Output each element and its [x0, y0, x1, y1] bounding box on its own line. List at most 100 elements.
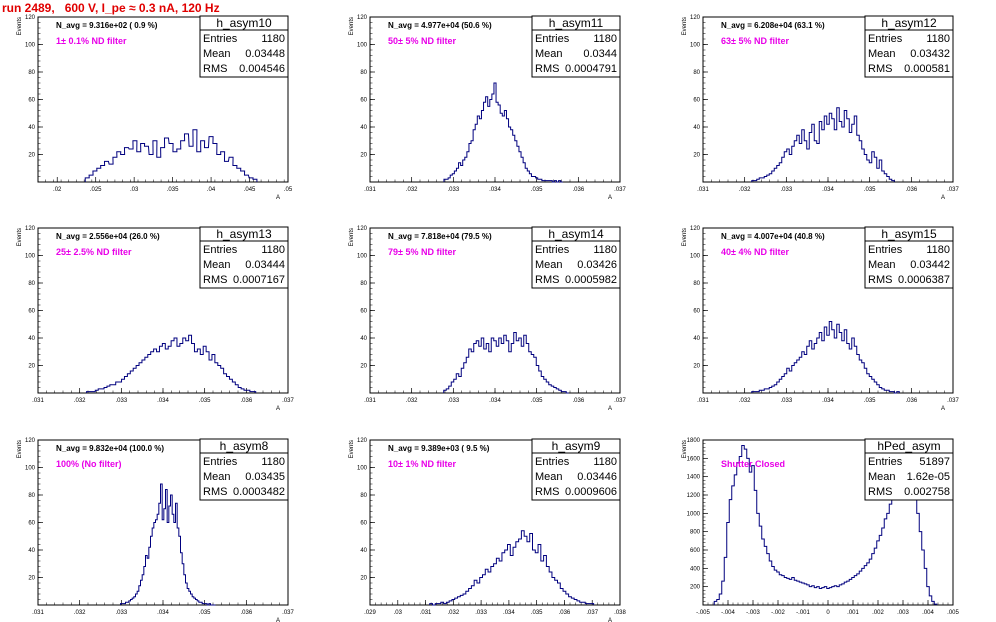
- x-tick-label: .032: [739, 187, 751, 193]
- y-tick-label: 1600: [687, 456, 701, 462]
- histogram-bin: [804, 355, 807, 394]
- histogram-bin: [839, 333, 842, 394]
- stats-box: [531, 438, 621, 501]
- x-axis-title: A: [941, 195, 945, 201]
- histogram-bin: [459, 377, 462, 394]
- histogram-bin: [822, 341, 825, 393]
- histogram-bin: [817, 144, 820, 183]
- histogram-bin: [498, 105, 500, 182]
- stats-label: Entries: [535, 456, 570, 468]
- histogram-bin: [177, 528, 179, 605]
- histogram-bin: [762, 539, 765, 605]
- x-tick-label: .031: [32, 398, 44, 404]
- x-axis-title: A: [941, 406, 945, 412]
- histogram-bin: [157, 352, 160, 393]
- y-tick-label: 100: [690, 254, 701, 260]
- histogram-bin: [737, 463, 740, 605]
- x-tick-label: -.002: [771, 610, 785, 616]
- histogram-outline: [751, 321, 900, 394]
- histogram-bin: [814, 588, 817, 605]
- x-tick-label: .003: [897, 610, 909, 616]
- histogram-bin: [217, 155, 221, 183]
- histogram-bin: [789, 579, 792, 605]
- stats-value: 1180: [261, 456, 285, 468]
- stats-value: 1180: [593, 456, 617, 468]
- histogram-bin: [151, 352, 154, 393]
- histogram-bin: [834, 338, 837, 393]
- navg-label: N_avg = 4.007e+04 (40.8 %): [721, 232, 825, 241]
- stats-title: h_asym11: [549, 16, 604, 30]
- histogram-bin: [475, 124, 477, 182]
- x-tick-label: .03: [394, 610, 403, 616]
- stats-value: 0.03442: [910, 259, 950, 271]
- histogram-bin: [912, 486, 915, 605]
- histogram-bin: [471, 352, 474, 393]
- stats-title: h_asym15: [881, 227, 937, 241]
- histogram-bin: [509, 127, 511, 182]
- histogram-bin: [814, 344, 817, 394]
- x-tick-label: .02: [53, 187, 62, 193]
- histogram-bin: [541, 561, 544, 605]
- x-tick-label: .001: [847, 610, 859, 616]
- histogram-bin: [488, 572, 491, 605]
- stats-box: [531, 15, 621, 78]
- histogram-bin: [857, 574, 860, 605]
- x-tick-label: .033: [115, 398, 127, 404]
- y-tick-label: 80: [28, 493, 35, 499]
- stats-label: RMS: [868, 486, 892, 498]
- histogram-bin: [200, 355, 203, 394]
- x-tick-label: .038: [614, 610, 626, 616]
- y-axis-title: Events: [349, 440, 355, 458]
- histogram-bin: [849, 579, 852, 605]
- y-tick-label: 80: [28, 281, 35, 287]
- histogram-bin: [154, 349, 157, 393]
- histogram-bin: [774, 570, 777, 605]
- x-axis-title: A: [276, 618, 280, 622]
- histogram-bin: [842, 341, 845, 393]
- histogram-bin: [113, 157, 117, 182]
- histogram-bin: [496, 102, 498, 182]
- x-tick-label: .034: [822, 398, 834, 404]
- histogram-bin: [515, 141, 517, 182]
- histogram-bin: [772, 567, 775, 606]
- x-tick-label: .036: [240, 610, 252, 616]
- histogram-bin: [764, 546, 767, 605]
- histogram-bin: [197, 152, 201, 182]
- y-tick-label: 120: [25, 438, 36, 444]
- stats-value: 0.0006387: [898, 274, 950, 286]
- histogram-bin: [197, 349, 200, 393]
- histogram-h_asym15: 20 40 60 80 100 120 .031 .032 .033 .034 .035 .036 .0…: [682, 226, 959, 412]
- histogram-bin: [819, 589, 822, 606]
- histogram-bin: [501, 344, 504, 394]
- stats-value: 0.0007167: [233, 274, 285, 286]
- histogram-bin: [842, 584, 845, 605]
- x-tick-label: .034: [157, 398, 169, 404]
- histogram-bin: [769, 561, 772, 605]
- y-tick-label: 80: [360, 70, 367, 76]
- x-tick-label: .035: [531, 398, 543, 404]
- histogram-bin: [827, 124, 830, 182]
- histogram-bin: [177, 346, 180, 393]
- x-tick-label: .025: [90, 187, 102, 193]
- y-tick-label: 120: [25, 15, 36, 21]
- histogram-bin: [837, 587, 840, 605]
- histogram-bin: [142, 360, 145, 393]
- histogram-bin: [531, 355, 534, 394]
- stats-label: Entries: [203, 33, 238, 45]
- histogram-bin: [510, 556, 513, 606]
- histogram-bin: [533, 550, 536, 605]
- x-tick-label: .037: [947, 187, 959, 193]
- x-tick-label: .002: [872, 610, 884, 616]
- y-tick-label: 20: [28, 364, 35, 370]
- histogram-bin: [477, 583, 480, 605]
- histogram-h_asym9: 20 40 60 80 100 120 .029 .03 .031 .032 .033 .034 .03…: [349, 438, 626, 622]
- stats-value: 0.0003482: [233, 486, 285, 498]
- histogram-bin: [164, 509, 166, 605]
- filter-label: 25± 2.5% ND filter: [56, 247, 132, 257]
- histogram-bin: [812, 349, 815, 393]
- histogram-bin: [824, 587, 827, 605]
- histogram-bin: [847, 581, 850, 605]
- histogram-bin: [144, 146, 148, 182]
- y-tick-label: 40: [693, 125, 700, 131]
- stats-label: Mean: [203, 48, 231, 60]
